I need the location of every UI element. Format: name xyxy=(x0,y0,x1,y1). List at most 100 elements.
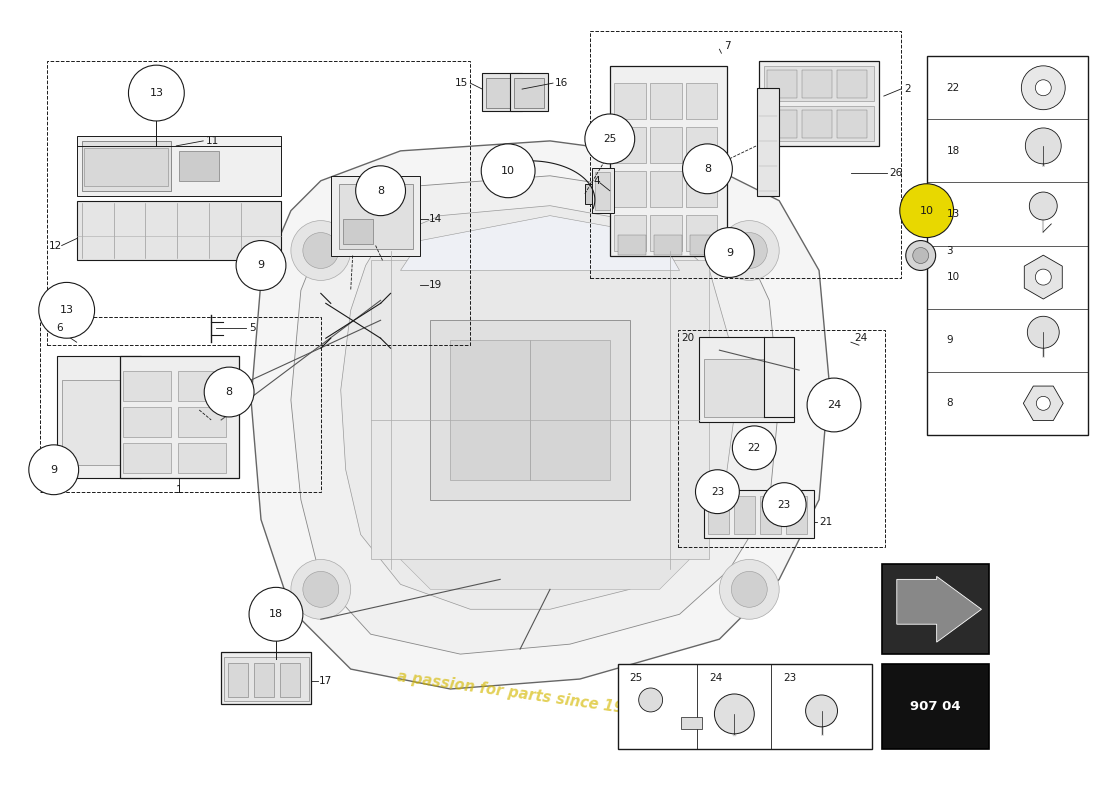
Polygon shape xyxy=(341,206,735,610)
Bar xyxy=(786,496,807,534)
Bar xyxy=(450,340,530,480)
Bar xyxy=(767,70,798,98)
Circle shape xyxy=(249,587,302,641)
Bar xyxy=(704,490,814,538)
Text: 16: 16 xyxy=(556,78,569,88)
Bar xyxy=(618,234,646,254)
Circle shape xyxy=(585,114,635,164)
Circle shape xyxy=(29,445,78,494)
Bar xyxy=(653,234,682,254)
Text: europarts: europarts xyxy=(282,250,619,450)
Circle shape xyxy=(704,228,755,278)
Text: 9: 9 xyxy=(257,261,265,270)
Circle shape xyxy=(290,559,351,619)
Text: 23: 23 xyxy=(783,673,796,683)
Bar xyxy=(430,320,629,500)
Circle shape xyxy=(481,144,535,198)
Circle shape xyxy=(1022,66,1065,110)
Bar xyxy=(757,88,779,196)
Circle shape xyxy=(905,241,936,270)
Text: 4: 4 xyxy=(593,176,600,186)
Bar xyxy=(585,184,609,204)
Bar xyxy=(224,657,309,701)
Text: 6: 6 xyxy=(57,323,64,334)
Text: 13: 13 xyxy=(59,306,74,315)
Text: 25: 25 xyxy=(629,673,644,683)
Text: 18: 18 xyxy=(947,146,960,156)
Text: 907 04: 907 04 xyxy=(911,700,961,713)
Polygon shape xyxy=(290,176,779,654)
Circle shape xyxy=(805,695,837,727)
Bar xyxy=(882,565,990,654)
Bar xyxy=(81,141,172,190)
Circle shape xyxy=(639,688,662,712)
Bar xyxy=(650,83,682,119)
Bar xyxy=(650,214,682,250)
Bar xyxy=(178,443,227,473)
Text: 9: 9 xyxy=(947,335,954,346)
Circle shape xyxy=(732,233,767,269)
Bar xyxy=(685,127,717,163)
Bar xyxy=(614,83,646,119)
Text: 19: 19 xyxy=(428,280,442,290)
Bar xyxy=(735,496,756,534)
Bar xyxy=(510,73,548,111)
Text: 9: 9 xyxy=(51,465,57,474)
Circle shape xyxy=(732,571,767,607)
Text: 13: 13 xyxy=(947,209,960,219)
Polygon shape xyxy=(1024,255,1063,299)
Text: 10: 10 xyxy=(947,272,959,282)
Bar xyxy=(482,73,522,111)
Bar xyxy=(764,106,873,141)
Text: 2: 2 xyxy=(904,84,911,94)
Text: 10: 10 xyxy=(502,166,515,176)
Bar xyxy=(802,70,832,98)
Circle shape xyxy=(1035,80,1052,96)
Text: 22: 22 xyxy=(748,443,761,453)
Text: 8: 8 xyxy=(377,186,384,196)
Bar xyxy=(708,496,729,534)
Text: 21: 21 xyxy=(820,517,833,526)
Text: 25: 25 xyxy=(603,134,616,144)
Bar xyxy=(77,201,280,261)
Bar xyxy=(685,214,717,250)
Text: 1: 1 xyxy=(176,485,183,494)
Bar xyxy=(592,168,614,213)
Bar xyxy=(57,356,142,478)
Text: 20: 20 xyxy=(682,334,695,343)
Bar xyxy=(618,664,872,749)
Bar xyxy=(123,371,172,401)
Circle shape xyxy=(1027,316,1059,348)
Circle shape xyxy=(1035,269,1052,285)
Bar xyxy=(371,261,710,559)
Text: 23: 23 xyxy=(711,486,724,497)
Bar xyxy=(179,151,219,181)
Polygon shape xyxy=(1023,386,1064,421)
Bar xyxy=(221,652,311,704)
Circle shape xyxy=(714,694,755,734)
Bar xyxy=(685,83,717,119)
Text: 24: 24 xyxy=(827,400,842,410)
Circle shape xyxy=(129,65,185,121)
Bar xyxy=(614,170,646,206)
Bar xyxy=(84,148,168,186)
Circle shape xyxy=(302,233,339,269)
Bar xyxy=(681,717,703,729)
Bar xyxy=(759,61,879,146)
Text: 24: 24 xyxy=(854,334,867,343)
Bar xyxy=(595,172,609,210)
Bar xyxy=(926,56,1088,435)
Circle shape xyxy=(1025,128,1062,164)
Bar xyxy=(254,663,274,697)
Polygon shape xyxy=(400,216,680,270)
Text: a passion for parts since 1985: a passion for parts since 1985 xyxy=(396,670,645,718)
Polygon shape xyxy=(251,141,829,689)
Bar xyxy=(882,664,990,749)
Text: 26: 26 xyxy=(889,168,902,178)
Circle shape xyxy=(39,282,95,338)
Bar xyxy=(590,31,901,278)
Circle shape xyxy=(733,426,777,470)
Polygon shape xyxy=(896,576,981,642)
Bar xyxy=(760,496,781,534)
Bar xyxy=(685,170,717,206)
